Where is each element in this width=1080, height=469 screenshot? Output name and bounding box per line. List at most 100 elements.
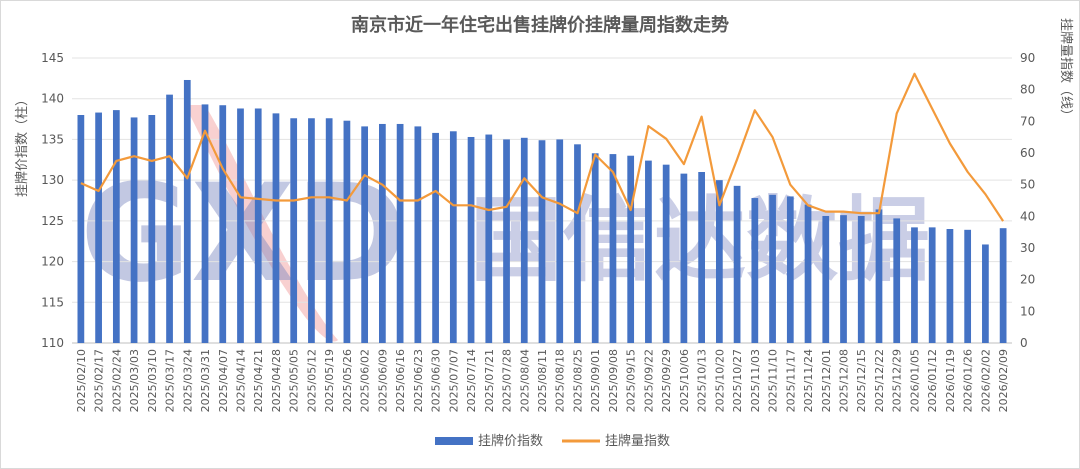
bar [715, 180, 723, 343]
x-tick-label: 2025/07/28 [501, 349, 514, 412]
x-tick-label: 2025/06/02 [359, 349, 372, 412]
x-tick-label: 2026/01/19 [944, 349, 957, 412]
bar [201, 104, 209, 344]
y-left-tick-label: 115 [41, 295, 64, 309]
x-tick-label: 2025/04/07 [217, 349, 230, 412]
x-tick-label: 2025/12/08 [838, 349, 851, 412]
x-axis-ticks: 2025/02/10 2025/02/17 2025/02/24 2025/03/03… [75, 349, 1010, 412]
bar [503, 139, 510, 343]
bar [379, 123, 386, 343]
y-right-tick-label: 0 [1020, 336, 1028, 350]
legend: 挂牌价指数 挂牌量指数 [435, 433, 670, 449]
bar [112, 110, 120, 343]
y-right-tick-label: 20 [1020, 273, 1035, 287]
bar [95, 112, 102, 343]
bar [467, 136, 475, 343]
bar [662, 164, 670, 343]
x-tick-label: 2026/01/26 [962, 349, 975, 412]
x-tick-label: 2025/07/21 [483, 349, 496, 412]
y-right-tick-label: 50 [1020, 178, 1035, 192]
x-tick-label: 2025/03/17 [164, 349, 177, 412]
bar [822, 215, 830, 343]
x-tick-label: 2025/11/03 [749, 349, 762, 412]
y-left-tick-label: 140 [41, 92, 64, 106]
bar [308, 118, 315, 343]
x-tick-label: 2025/04/21 [252, 349, 265, 412]
legend-label-bar: 挂牌价指数 [478, 433, 543, 449]
bar [485, 134, 493, 343]
x-tick-label: 2025/02/24 [110, 349, 123, 412]
x-tick-label: 2025/06/30 [430, 349, 443, 412]
x-tick-label: 2026/01/12 [926, 349, 939, 412]
bar [325, 118, 333, 343]
y-left-tick-label: 145 [41, 51, 64, 65]
bar [148, 115, 156, 343]
y-right-tick-label: 80 [1020, 83, 1035, 97]
x-tick-label: 2025/06/23 [412, 349, 425, 412]
x-tick-label: 2025/09/22 [642, 349, 655, 412]
y-left-tick-label: 120 [41, 255, 64, 269]
bar [627, 155, 635, 343]
x-tick-label: 2025/08/25 [572, 349, 585, 412]
y-left-tick-label: 125 [41, 214, 64, 228]
line-series [80, 72, 1005, 222]
x-tick-label: 2025/10/27 [731, 349, 744, 412]
x-tick-label: 2025/05/12 [305, 349, 318, 412]
x-tick-label: 2026/02/09 [997, 349, 1010, 412]
legend-swatch-bar [435, 437, 473, 445]
bar [680, 173, 688, 343]
bar [237, 108, 244, 343]
x-tick-label: 2025/09/29 [660, 349, 673, 412]
x-tick-label: 2025/10/13 [696, 349, 709, 412]
y-right-tick-label: 10 [1020, 304, 1035, 318]
bar [361, 126, 369, 344]
x-tick-label: 2025/09/15 [625, 349, 638, 412]
y-axis-left-ticks: 110 115 120 125 130 135 140 145 [41, 51, 64, 350]
bar [219, 105, 227, 343]
x-tick-label: 2025/03/31 [199, 349, 212, 412]
x-tick-label: 2025/07/14 [465, 349, 478, 412]
bar [396, 123, 404, 343]
x-tick-label: 2025/09/08 [607, 349, 620, 412]
x-tick-label: 2025/07/07 [447, 349, 460, 412]
y-axis-right-ticks: 0 10 20 30 40 50 60 70 80 90 [1020, 51, 1035, 350]
x-tick-label: 2025/05/19 [323, 349, 336, 412]
legend-label-line: 挂牌量指数 [605, 433, 670, 449]
bar [804, 204, 812, 343]
y-axis-left-title: 挂牌价指数（柱） [14, 93, 30, 197]
x-tick-label: 2025/11/10 [767, 349, 780, 412]
bar [449, 131, 457, 343]
y-right-tick-label: 70 [1020, 114, 1035, 128]
x-tick-label: 2025/08/18 [554, 349, 567, 412]
x-tick-label: 2025/08/04 [518, 349, 531, 412]
bar [999, 228, 1007, 343]
x-tick-label: 2025/05/26 [341, 349, 354, 412]
x-tick-label: 2025/05/05 [288, 349, 301, 412]
bar [77, 115, 85, 343]
x-tick-label: 2025/02/10 [75, 349, 88, 412]
x-tick-label: 2025/11/17 [784, 349, 797, 412]
y-left-tick-label: 130 [41, 173, 64, 187]
bar [183, 79, 191, 343]
x-tick-label: 2025/10/06 [678, 349, 691, 412]
bar [254, 108, 262, 343]
bar [733, 185, 741, 343]
bar [964, 229, 972, 343]
y-right-tick-label: 30 [1020, 241, 1035, 255]
x-tick-label: 2025/04/14 [235, 349, 248, 412]
bar [556, 139, 564, 343]
bar [751, 198, 759, 343]
y-left-tick-label: 110 [41, 336, 64, 350]
bar [166, 94, 173, 344]
x-tick-label: 2025/12/22 [873, 349, 886, 412]
y-right-tick-label: 60 [1020, 146, 1035, 160]
bar [520, 137, 528, 343]
bar [946, 229, 954, 343]
bar [290, 118, 298, 343]
bar [786, 196, 794, 343]
y-axis-right-title: 挂牌量指数（线） [1058, 18, 1074, 122]
x-tick-label: 2026/02/02 [979, 349, 992, 412]
bar [911, 227, 918, 343]
bar [769, 194, 776, 343]
